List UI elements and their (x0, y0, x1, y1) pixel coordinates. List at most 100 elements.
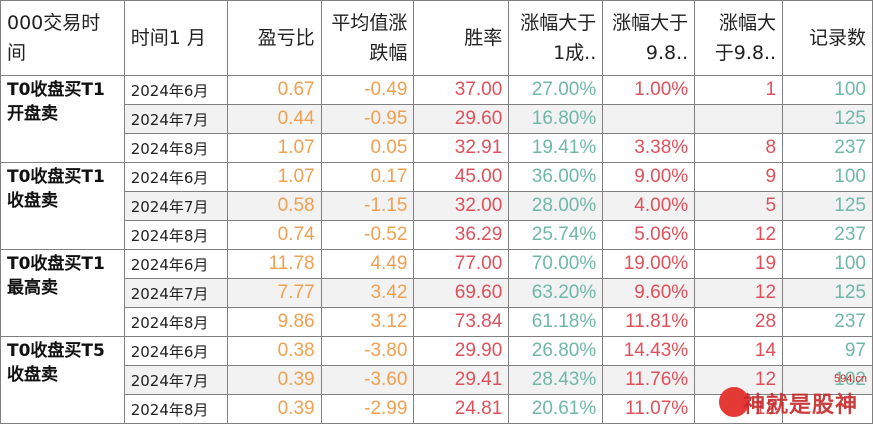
cell-profit-loss-ratio: 11.78 (226, 249, 322, 279)
cell-profit-loss-ratio: 0.67 (226, 75, 322, 105)
cell-profit-loss-ratio: 0.39 (226, 394, 322, 424)
cell-record-count: 100 (782, 75, 873, 105)
table-row: T0收盘买T5收盘卖 2024年6月 0.38 -3.80 29.90 26.80% 14.… (0, 336, 873, 424)
cell-over-9-8-count: 8 (694, 133, 784, 163)
cell-date: 2024年6月 (123, 336, 228, 366)
cell-avg-change: 3.42 (320, 278, 415, 308)
cell-over-9-8-count (694, 104, 784, 134)
table-row: T0收盘买T1收盘卖 2024年6月 1.07 0.17 45.00 36.00% 9.00… (0, 162, 873, 250)
cell-over-9-8-pct: 11.81% (602, 307, 696, 337)
header-month: 时间1 月 (123, 0, 228, 76)
cell-date: 2024年6月 (123, 249, 228, 279)
table-row: 2024年8月 0.74 -0.52 36.29 25.74% 5.06% 12 237 (1, 220, 873, 250)
group-label: T0收盘买T1收盘卖 (0, 162, 125, 250)
cell-over-9-8-pct: 1.00% (602, 75, 696, 105)
watermark-url: 594.cn (833, 373, 867, 385)
table-row: 2024年7月 7.77 3.42 69.60 63.20% 9.60% 12 125 (1, 278, 873, 308)
cell-date: 2024年7月 (123, 104, 228, 134)
cell-avg-change: 0.05 (320, 133, 415, 163)
cell-date: 2024年8月 (123, 133, 228, 163)
cell-win-rate: 45.00 (413, 162, 510, 192)
watermark-logo-icon (719, 387, 749, 417)
table-row: 2024年8月 1.07 0.05 32.91 19.41% 3.38% 8 237 (1, 133, 873, 163)
header-profit-loss-ratio: 盈亏比 (226, 0, 322, 76)
header-over-9-8-pct: 涨幅大于9.8.. (602, 0, 696, 76)
cell-win-rate: 32.91 (413, 133, 510, 163)
group-label: T0收盘买T5收盘卖 (0, 336, 125, 424)
cell-win-rate: 29.60 (413, 104, 510, 134)
cell-profit-loss-ratio: 0.58 (226, 191, 322, 221)
cell-over-1: 70.00% (508, 249, 604, 279)
table-row: 2024年7月 0.58 -1.15 32.00 28.00% 4.00% 5 125 (1, 191, 873, 221)
cell-win-rate: 32.00 (413, 191, 510, 221)
cell-avg-change: -2.99 (320, 394, 415, 424)
cell-win-rate: 37.00 (413, 75, 510, 105)
cell-over-9-8-count: 12 (694, 278, 784, 308)
cell-profit-loss-ratio: 9.86 (226, 307, 322, 337)
cell-profit-loss-ratio: 7.77 (226, 278, 322, 308)
cell-over-9-8-count: 19 (694, 249, 784, 279)
cell-over-9-8-pct: 11.76% (602, 365, 696, 395)
cell-over-1: 26.80% (508, 336, 604, 366)
cell-over-1: 25.74% (508, 220, 604, 250)
cell-profit-loss-ratio: 0.74 (226, 220, 322, 250)
cell-profit-loss-ratio: 0.44 (226, 104, 322, 134)
cell-date: 2024年8月 (123, 307, 228, 337)
cell-date: 2024年6月 (123, 162, 228, 192)
cell-avg-change: -0.52 (320, 220, 415, 250)
cell-over-1: 20.61% (508, 394, 604, 424)
cell-date: 2024年8月 (123, 220, 228, 250)
cell-over-9-8-pct: 11.07% (602, 394, 696, 424)
cell-record-count (782, 394, 873, 424)
cell-date: 2024年7月 (123, 365, 228, 395)
header-row: 000交易时间 时间1 月 盈亏比 平均值涨跌幅 胜率 涨幅大于1成.. 涨幅大… (0, 0, 873, 76)
cell-over-1: 19.41% (508, 133, 604, 163)
cell-over-1: 28.00% (508, 191, 604, 221)
header-over-1: 涨幅大于1成.. (508, 0, 604, 76)
header-avg-change: 平均值涨跌幅 (320, 0, 415, 76)
watermark-text: 神就是股神 (743, 393, 859, 418)
cell-over-9-8-count: 14 (694, 336, 784, 366)
cell-win-rate: 36.29 (413, 220, 510, 250)
cell-over-1: 36.00% (508, 162, 604, 192)
header-win-rate: 胜率 (413, 0, 510, 76)
watermark: 神就是股神 594.cn (719, 373, 869, 419)
cell-over-1: 63.20% (508, 278, 604, 308)
cell-profit-loss-ratio: 1.07 (226, 162, 322, 192)
cell-record-count: 125 (782, 191, 873, 221)
cell-over-9-8-count: 12 (694, 220, 784, 250)
cell-record-count: 100 (782, 162, 873, 192)
cell-profit-loss-ratio: 1.07 (226, 133, 322, 163)
cell-win-rate: 24.81 (413, 394, 510, 424)
group-label: T0收盘买T1开盘卖 (0, 75, 125, 163)
table-row: 2024年8月 9.86 3.12 73.84 61.18% 11.81% 28 237 (1, 307, 873, 337)
cell-avg-change: -0.49 (320, 75, 415, 105)
cell-over-9-8-pct: 9.60% (602, 278, 696, 308)
table-row: 2024年7月 0.44 -0.95 29.60 16.80% 125 (1, 104, 873, 134)
cell-over-9-8-count: 9 (694, 162, 784, 192)
table-row: T0收盘买T1开盘卖 2024年6月 0.67 -0.49 37.00 27.00% 1.0… (0, 75, 873, 163)
cell-record-count: 102 (782, 365, 873, 395)
cell-over-9-8-count: 1 (694, 75, 784, 105)
cell-avg-change: -1.15 (320, 191, 415, 221)
header-record-count: 记录数 (782, 0, 873, 76)
cell-over-1: 16.80% (508, 104, 604, 134)
cell-record-count: 125 (782, 278, 873, 308)
header-over-9-8-count: 涨幅大于9.8.. (694, 0, 784, 76)
cell-over-1: 28.43% (508, 365, 604, 395)
cell-record-count: 237 (782, 133, 873, 163)
cell-over-9-8-pct: 4.00% (602, 191, 696, 221)
cell-over-9-8-count: 5 (694, 191, 784, 221)
cell-over-9-8-count: 28 (694, 307, 784, 337)
cell-over-9-8-pct: 3.38% (602, 133, 696, 163)
cell-avg-change: 4.49 (320, 249, 415, 279)
cell-over-9-8-pct: 9.00% (602, 162, 696, 192)
cell-profit-loss-ratio: 0.38 (226, 336, 322, 366)
table-row: T0收盘买T1最高卖 2024年6月 11.78 4.49 77.00 70.00% 19.… (0, 249, 873, 337)
cell-over-1: 61.18% (508, 307, 604, 337)
cell-avg-change: -0.95 (320, 104, 415, 134)
cell-win-rate: 29.41 (413, 365, 510, 395)
cell-avg-change: 0.17 (320, 162, 415, 192)
cell-avg-change: -3.60 (320, 365, 415, 395)
group-label: T0收盘买T1最高卖 (0, 249, 125, 337)
